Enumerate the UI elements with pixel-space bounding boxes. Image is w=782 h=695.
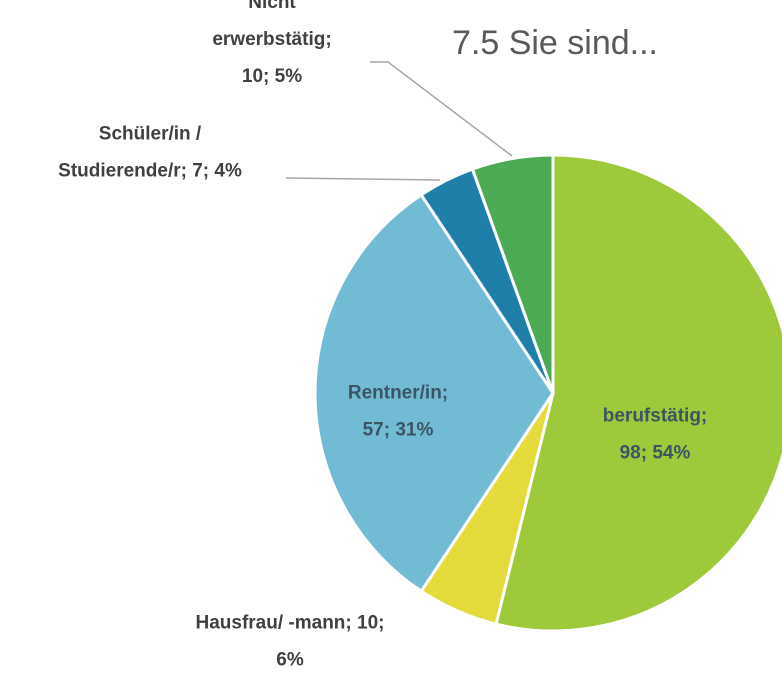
data-label: Nicht erwerbstätig; 10; 5%: [212, 0, 331, 87]
pie-slice: [494, 153, 782, 633]
leader-line: [285, 177, 441, 181]
data-label: Schüler/in / Studierende/r; 7; 4%: [58, 124, 242, 182]
leader-line: [370, 61, 513, 157]
data-label: Rentner/in; 57; 31%: [348, 383, 448, 441]
chart-title: 7.5 Sie sind...: [452, 24, 658, 62]
pie-slice: [313, 192, 555, 594]
pie-slice: [470, 153, 555, 394]
data-label: Hausfrau/ -mann; 10; 6%: [196, 613, 385, 671]
data-label: berufstätig; 98; 54%: [603, 406, 708, 464]
